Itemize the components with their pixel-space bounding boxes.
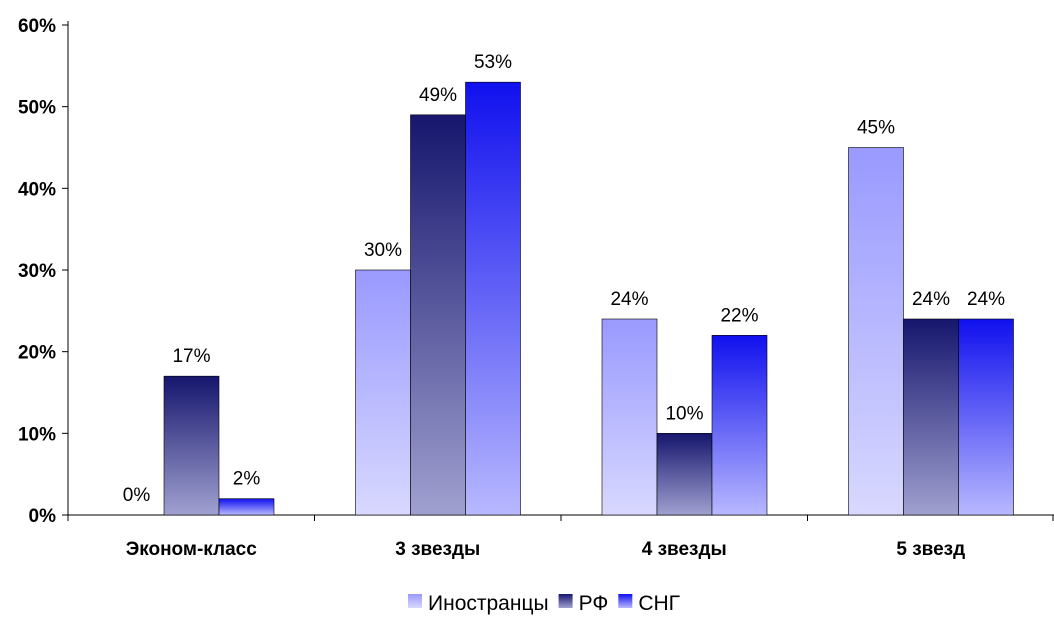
- category-label: 5 звезд: [896, 539, 965, 560]
- legend-item: СНГ: [618, 592, 680, 615]
- y-tick-label: 20%: [18, 343, 56, 364]
- category-label: 4 звезды: [642, 539, 727, 560]
- data-label: 2%: [233, 469, 261, 490]
- y-tick-label: 40%: [18, 179, 56, 200]
- bar: [601, 318, 658, 516]
- data-label: 24%: [912, 289, 950, 310]
- data-label: 22%: [720, 305, 758, 326]
- category-label: 3 звезды: [395, 539, 480, 560]
- data-label: 24%: [967, 289, 1005, 310]
- bar: [410, 114, 466, 516]
- data-label: 49%: [419, 85, 457, 106]
- data-label: 24%: [610, 289, 648, 310]
- bar: [218, 498, 275, 516]
- legend-swatch: [618, 594, 633, 608]
- category-label: Эконом-класс: [126, 539, 258, 560]
- y-tick-label: 60%: [18, 16, 56, 37]
- y-tick-label: 10%: [18, 424, 56, 445]
- y-tick-label: 30%: [18, 261, 56, 282]
- bar: [465, 81, 521, 516]
- data-label: 30%: [364, 240, 402, 261]
- legend-item: РФ: [558, 592, 609, 615]
- data-label: 53%: [474, 52, 512, 73]
- legend-swatch: [558, 594, 573, 608]
- legend-label: СНГ: [638, 592, 680, 615]
- data-labels: 0% 17% 2% 30% 49% 53% 24% 10% 22% 45% 24% 24%: [123, 52, 1005, 506]
- bar: [656, 433, 713, 516]
- data-label: 10%: [665, 403, 703, 424]
- legend-label: Иностранцы: [428, 592, 549, 615]
- bar: [711, 335, 768, 516]
- bar: [958, 318, 1014, 516]
- data-label: 0%: [123, 485, 151, 506]
- bar: [163, 375, 220, 516]
- bar: [903, 318, 959, 516]
- legend-label: РФ: [579, 592, 609, 615]
- bar: [848, 147, 904, 516]
- legend: Иностранцы РФ СНГ: [408, 592, 680, 615]
- y-tick-label: 0%: [29, 506, 57, 527]
- x-axis: Эконом-класс 3 звезды 4 звезды 5 звезд: [67, 514, 1054, 560]
- y-axis: 0% 10% 20% 30% 40% 50% 60%: [18, 16, 69, 527]
- y-tick-label: 50%: [18, 98, 56, 119]
- legend-item: Иностранцы: [408, 592, 549, 615]
- data-label: 45%: [857, 118, 895, 139]
- bars: [163, 81, 1014, 516]
- bar: [355, 269, 411, 516]
- legend-swatch: [408, 594, 422, 608]
- data-label: 17%: [172, 346, 210, 367]
